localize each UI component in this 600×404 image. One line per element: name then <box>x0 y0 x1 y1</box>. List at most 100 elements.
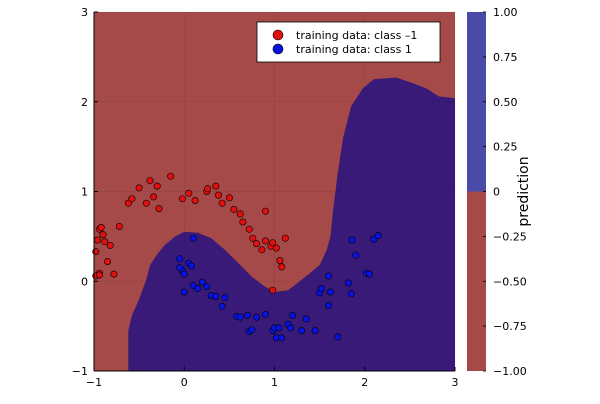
point-class-neg1 <box>115 223 123 231</box>
point-class-1 <box>374 232 382 240</box>
point-class-1 <box>348 236 356 244</box>
point-class-neg1 <box>94 236 102 244</box>
point-class-neg1 <box>218 199 226 207</box>
point-class-neg1 <box>276 257 284 265</box>
y-tick-label: −1 <box>72 365 88 378</box>
point-class-neg1 <box>225 194 233 202</box>
point-class-neg1 <box>167 172 175 180</box>
point-class-1 <box>176 255 184 263</box>
point-class-neg1 <box>101 238 109 246</box>
colorbar-high-segment <box>467 12 486 192</box>
point-class-1 <box>188 262 196 270</box>
point-class-1 <box>311 327 319 335</box>
point-class-neg1 <box>95 271 103 279</box>
point-class-1 <box>289 311 297 319</box>
point-class-neg1 <box>99 231 107 239</box>
point-class-neg1 <box>272 244 280 252</box>
point-class-neg1 <box>204 185 212 193</box>
point-class-1 <box>243 311 251 319</box>
point-class-neg1 <box>97 223 105 231</box>
point-class-1 <box>352 251 360 259</box>
point-class-neg1 <box>110 270 118 278</box>
point-class-1 <box>344 279 352 287</box>
colorbar-tick-label: −0.50 <box>493 275 527 288</box>
colorbar-tick-label: −0.25 <box>493 230 527 243</box>
legend-marker <box>272 29 284 41</box>
point-class-1 <box>198 278 206 286</box>
colorbar-tick-label: 0.50 <box>493 96 518 109</box>
point-class-1 <box>218 302 226 310</box>
y-tick-label: 0 <box>81 275 88 288</box>
point-class-neg1 <box>253 240 261 248</box>
point-class-1 <box>325 301 333 309</box>
point-class-1 <box>236 313 244 321</box>
y-axis-ticks: −1 0 1 2 3 <box>72 6 98 378</box>
colorbar-tick-label: 0.75 <box>493 51 518 64</box>
colorbar-tick-label: 0.25 <box>493 141 518 154</box>
point-class-1 <box>194 284 202 292</box>
y-tick-label: 3 <box>81 6 88 19</box>
point-class-neg1 <box>124 199 132 207</box>
point-class-1 <box>287 324 295 332</box>
point-class-neg1 <box>135 184 143 192</box>
point-class-1 <box>326 288 334 296</box>
point-class-1 <box>212 292 220 300</box>
point-class-neg1 <box>215 191 223 199</box>
colorbar-label: prediction <box>516 156 532 226</box>
point-class-1 <box>334 333 342 341</box>
point-class-1 <box>298 327 306 335</box>
point-class-neg1 <box>146 177 154 185</box>
legend-label: training data: class 1 <box>296 43 412 56</box>
colorbar-tick-label: −0.75 <box>493 320 527 333</box>
point-class-neg1 <box>261 207 269 215</box>
x-tick-label: 1 <box>271 376 278 389</box>
point-class-1 <box>317 284 325 292</box>
y-tick-label: 1 <box>81 186 88 199</box>
point-class-1 <box>261 310 269 318</box>
data-points <box>92 172 382 342</box>
point-class-neg1 <box>236 210 244 218</box>
point-class-neg1 <box>106 241 114 249</box>
point-class-neg1 <box>245 225 253 233</box>
colorbar-tick-label: −1.00 <box>493 365 527 378</box>
point-class-neg1 <box>278 263 286 271</box>
point-class-1 <box>248 326 256 334</box>
point-class-1 <box>370 235 378 243</box>
point-class-1 <box>325 272 333 280</box>
point-class-neg1 <box>128 195 136 203</box>
x-tick-label: 2 <box>361 376 368 389</box>
point-class-1 <box>221 293 229 301</box>
point-class-neg1 <box>269 286 277 294</box>
point-class-1 <box>176 264 184 272</box>
point-class-1 <box>302 315 310 323</box>
point-class-1 <box>180 288 188 296</box>
point-class-neg1 <box>185 189 193 197</box>
point-class-1 <box>365 270 373 278</box>
point-class-neg1 <box>155 205 163 213</box>
point-class-neg1 <box>239 218 247 226</box>
point-class-1 <box>203 283 211 291</box>
colorbar-tick-label: 1.00 <box>493 6 518 19</box>
point-class-1 <box>180 270 188 278</box>
legend-label: training data: class –1 <box>296 29 417 42</box>
legend-box <box>256 21 441 63</box>
colorbar-low-segment <box>467 191 486 371</box>
point-class-1 <box>347 290 355 298</box>
point-class-1 <box>275 324 283 332</box>
point-class-neg1 <box>269 239 277 247</box>
point-class-neg1 <box>230 205 238 213</box>
colorbar: −1.00 −0.75 −0.50 −0.25 0 0.25 0.50 0.75 1.00 pre… <box>467 6 532 378</box>
colorbar-tick-label: 0 <box>493 186 500 199</box>
y-tick-label: 2 <box>81 96 88 109</box>
point-class-1 <box>253 313 261 321</box>
x-tick-label: −1 <box>86 376 102 389</box>
point-class-neg1 <box>150 193 158 201</box>
point-class-neg1 <box>104 257 112 265</box>
point-class-neg1 <box>191 197 199 205</box>
point-class-neg1 <box>281 234 289 242</box>
point-class-1 <box>278 334 286 342</box>
point-class-neg1 <box>142 199 150 207</box>
